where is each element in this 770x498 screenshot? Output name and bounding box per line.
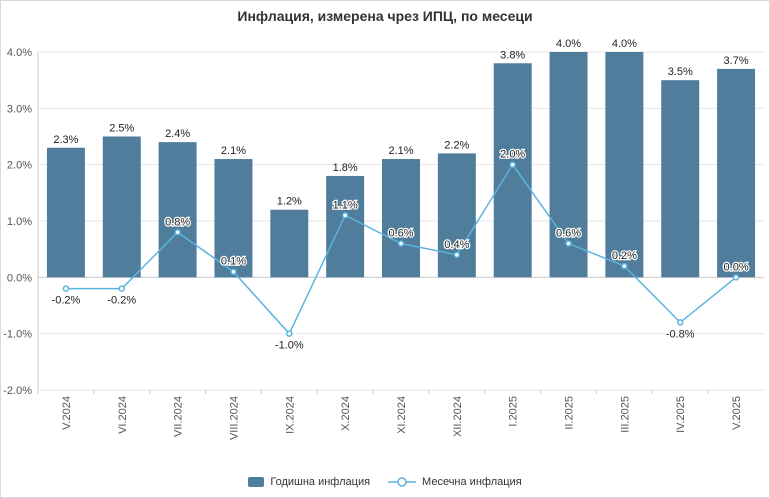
bar-data-label: 4.0%	[556, 38, 581, 50]
line-data-label: -0.8%	[666, 328, 695, 340]
legend-swatch-annual	[248, 477, 265, 487]
bar-annual-inflation	[549, 52, 588, 278]
bar-annual-inflation	[493, 63, 532, 278]
x-tick-label: VI.2024	[117, 396, 129, 434]
line-data-label: 0.6%	[388, 228, 413, 240]
bar-annual-inflation	[661, 80, 700, 278]
x-tick-label: V.2024	[61, 396, 73, 430]
line-data-label: -1.0%	[275, 340, 304, 352]
line-point-monthly	[341, 212, 349, 219]
line-data-label: 1.1%	[333, 199, 358, 211]
bar-data-label: 4.0%	[612, 38, 637, 50]
line-point-monthly	[676, 319, 684, 326]
legend-swatch-monthly	[388, 477, 417, 487]
line-point-monthly	[230, 268, 237, 275]
bar-annual-inflation	[717, 68, 756, 278]
bar-data-label: 2.2%	[444, 139, 469, 151]
x-tick-label: II.2025	[564, 396, 576, 430]
line-data-label: 0.4%	[444, 239, 469, 251]
bar-data-label: 2.1%	[388, 145, 413, 157]
bar-data-label: 2.4%	[165, 128, 190, 140]
x-tick-label: IV.2025	[675, 396, 687, 433]
y-tick-label: 0.0%	[7, 272, 32, 284]
bar-data-label: 3.5%	[668, 66, 693, 78]
x-tick-label: XII.2024	[452, 396, 464, 437]
y-tick-label: -2.0%	[3, 385, 32, 397]
line-point-monthly	[174, 229, 181, 236]
line-point-monthly	[397, 240, 405, 247]
bar-annual-inflation	[46, 147, 85, 278]
line-data-label: 0.1%	[221, 256, 246, 268]
line-point-monthly	[453, 251, 461, 259]
x-tick-label: IX.2024	[284, 396, 296, 434]
x-tick-label: VII.2024	[173, 396, 185, 437]
line-point-monthly	[509, 161, 516, 168]
y-tick-label: 4.0%	[7, 47, 32, 59]
line-data-label: 0.2%	[612, 250, 637, 262]
bar-data-label: 2.1%	[221, 145, 246, 157]
bar-data-label: 2.5%	[109, 123, 134, 135]
bar-annual-inflation	[214, 159, 253, 278]
legend-label-annual: Годишна инфлация	[270, 476, 371, 488]
y-tick-label: 3.0%	[7, 103, 32, 115]
chart-legend: Годишна инфлация Месечна инфлация	[0, 476, 770, 488]
legend-item-annual[interactable]: Годишна инфлация	[248, 476, 370, 488]
line-point-monthly	[62, 285, 70, 292]
x-tick-label: I.2025	[508, 396, 520, 427]
line-data-label: 2.0%	[500, 149, 525, 161]
bar-annual-inflation	[437, 153, 476, 278]
bar-data-label: 2.3%	[53, 134, 78, 146]
chart-plot: 4.0% 3.0% 2.0% 1.0% 0.0% -1.0% -2.0% V.2024 VI.2…	[3, 38, 764, 440]
line-point-monthly	[732, 274, 740, 281]
x-tick-label: XI.2024	[396, 396, 408, 434]
bar-data-label: 3.7%	[724, 55, 749, 67]
line-point-monthly	[118, 285, 126, 292]
x-tick-label: V.2025	[731, 396, 743, 430]
chart-title: Инфлация, измерена чрез ИПЦ, по месеци	[237, 8, 533, 24]
line-point-monthly	[286, 330, 293, 337]
y-tick-label: 1.0%	[7, 216, 32, 228]
line-point-monthly	[565, 240, 572, 247]
bar-data-label: 1.8%	[333, 162, 358, 174]
bar-annual-inflation	[326, 175, 365, 278]
x-tick-label: III.2025	[619, 396, 631, 433]
line-data-label: 0.0%	[724, 261, 749, 273]
legend-item-monthly[interactable]: Месечна инфлация	[388, 476, 522, 488]
line-data-label: 0.6%	[556, 228, 581, 240]
x-tick-label: VIII.2024	[228, 396, 240, 440]
y-tick-label: -1.0%	[3, 329, 32, 341]
line-data-label: -0.2%	[107, 295, 136, 307]
bar-annual-inflation	[382, 159, 420, 278]
line-data-label: 0.8%	[165, 216, 190, 228]
line-point-monthly	[621, 262, 628, 270]
bar-data-label: 1.2%	[277, 196, 302, 208]
line-data-label: -0.2%	[52, 295, 81, 307]
bar-annual-inflation	[158, 142, 197, 278]
y-tick-label: 2.0%	[7, 160, 32, 172]
x-tick-label: X.2024	[340, 396, 352, 431]
bar-annual-inflation	[270, 209, 309, 278]
bar-annual-inflation	[605, 52, 644, 278]
bar-annual-inflation	[102, 136, 141, 278]
bar-data-label: 3.8%	[500, 49, 525, 61]
legend-label-monthly: Месечна инфлация	[422, 476, 522, 488]
